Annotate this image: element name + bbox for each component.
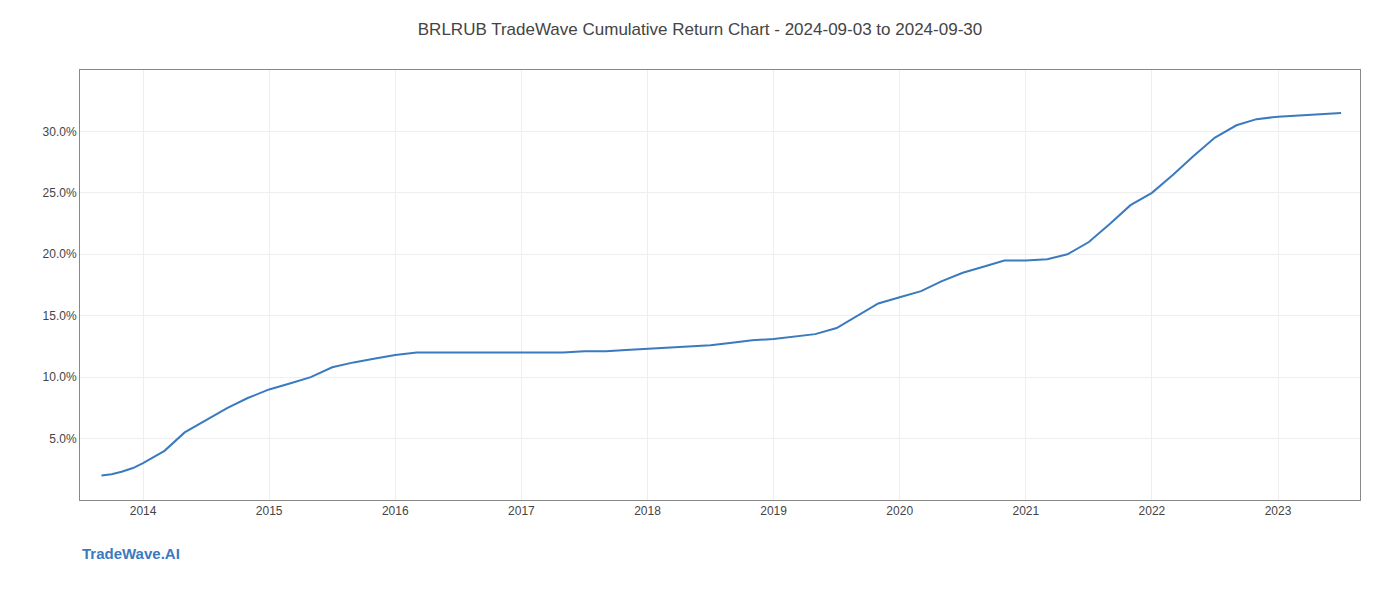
svg-text:2022: 2022	[1139, 504, 1166, 518]
svg-text:2020: 2020	[886, 504, 913, 518]
svg-text:2019: 2019	[760, 504, 787, 518]
svg-text:30.0%: 30.0%	[43, 125, 77, 139]
svg-text:2017: 2017	[508, 504, 535, 518]
svg-text:15.0%: 15.0%	[43, 309, 77, 323]
svg-text:TradeWave.AI: TradeWave.AI	[82, 545, 180, 562]
svg-text:2021: 2021	[1012, 504, 1039, 518]
svg-text:2015: 2015	[256, 504, 283, 518]
svg-text:20.0%: 20.0%	[43, 247, 77, 261]
svg-text:2023: 2023	[1265, 504, 1292, 518]
svg-text:2016: 2016	[382, 504, 409, 518]
svg-text:2018: 2018	[634, 504, 661, 518]
svg-text:10.0%: 10.0%	[43, 370, 77, 384]
svg-text:5.0%: 5.0%	[49, 432, 77, 446]
svg-text:2014: 2014	[130, 504, 157, 518]
svg-text:25.0%: 25.0%	[43, 186, 77, 200]
svg-text:BRLRUB TradeWave Cumulative Re: BRLRUB TradeWave Cumulative Return Chart…	[418, 20, 982, 39]
